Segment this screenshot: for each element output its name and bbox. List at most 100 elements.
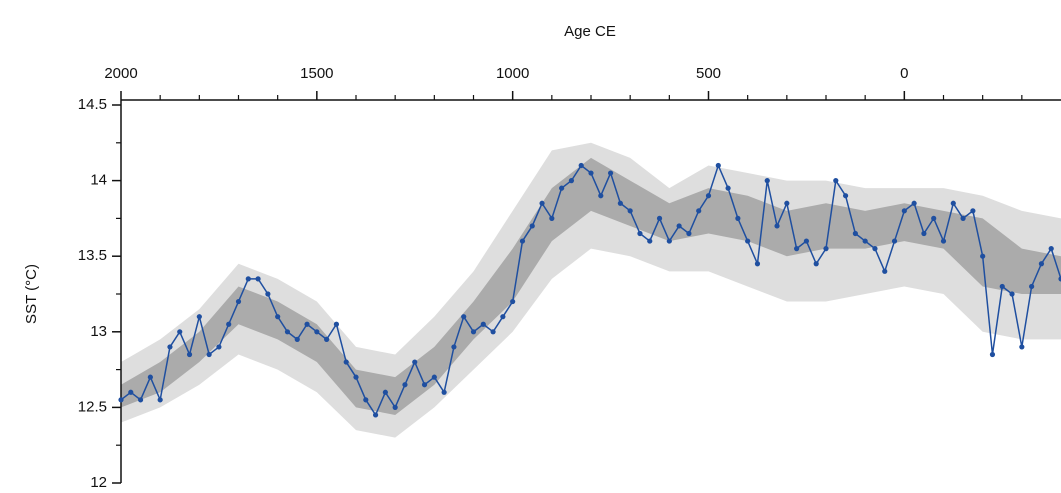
- sst-point: [627, 208, 633, 214]
- sst-point: [363, 397, 369, 403]
- sst-point: [666, 238, 672, 244]
- sst-point: [931, 215, 937, 221]
- sst-point: [598, 193, 604, 199]
- sst-point: [950, 200, 956, 206]
- sst-point: [578, 162, 584, 169]
- sst-point: [470, 329, 477, 335]
- y-tick-label: 12.5: [78, 398, 107, 415]
- sst-point: [568, 178, 575, 184]
- x-tick-label: 2000: [104, 65, 137, 82]
- sst-point: [421, 382, 428, 388]
- sst-point: [275, 314, 281, 320]
- sst-point: [196, 314, 202, 320]
- sst-point: [343, 359, 349, 365]
- x-tick-label: 0: [900, 65, 908, 82]
- y-tick-label: 12: [90, 474, 107, 491]
- sst-point: [304, 321, 310, 327]
- sst-point: [480, 321, 486, 327]
- sst-point: [412, 359, 418, 365]
- sst-point: [1038, 261, 1045, 267]
- sst-point: [656, 215, 663, 221]
- sst-point: [441, 389, 447, 395]
- sst-point: [147, 374, 153, 380]
- sst-point: [1048, 246, 1054, 252]
- sst-point: [431, 374, 437, 380]
- y-tick-label: 14.5: [78, 96, 107, 113]
- sst-point: [510, 298, 516, 305]
- sst-point: [539, 200, 545, 206]
- sst-point: [970, 208, 976, 214]
- sst-point: [901, 208, 907, 214]
- x-tick-label: 1000: [496, 65, 529, 82]
- sst-point: [833, 178, 839, 184]
- sst-point: [529, 223, 535, 229]
- sst-point: [686, 230, 692, 237]
- sst-point: [324, 336, 330, 342]
- sst-point: [255, 276, 261, 282]
- sst-point: [911, 200, 917, 206]
- sst-point: [676, 223, 682, 229]
- sst-point: [490, 329, 496, 335]
- sst-point: [617, 200, 623, 206]
- sst-point: [774, 223, 780, 229]
- sst-point: [588, 170, 594, 176]
- sst-point: [451, 344, 457, 350]
- sst-point: [186, 351, 193, 358]
- sst-point: [294, 336, 300, 342]
- y-tick-label: 13: [90, 323, 107, 340]
- sst-point: [245, 276, 251, 282]
- sst-point: [921, 230, 927, 237]
- sst-point: [705, 193, 712, 199]
- sst-point: [725, 185, 731, 191]
- sst-point: [118, 397, 124, 403]
- sst-point: [382, 389, 388, 395]
- y-tick-label: 13.5: [78, 247, 107, 264]
- sst-point: [549, 215, 555, 221]
- y-axis-title: SST (°C): [23, 264, 40, 324]
- sst-point: [1019, 344, 1025, 350]
- sst-point: [353, 374, 359, 380]
- sst-point: [128, 389, 134, 395]
- sst-point: [333, 321, 340, 327]
- sst-point: [823, 246, 829, 252]
- sst-point: [637, 230, 643, 237]
- x-tick-label: 500: [696, 65, 721, 82]
- sst-point: [647, 238, 653, 244]
- sst-point: [284, 329, 291, 335]
- sst-point: [402, 382, 408, 388]
- sst-point: [891, 238, 898, 244]
- sst-point: [519, 238, 526, 244]
- sst-point: [999, 283, 1005, 290]
- sst-point: [989, 351, 996, 358]
- sst-point: [754, 261, 761, 267]
- sst-point: [980, 253, 986, 259]
- sst-point: [872, 246, 878, 252]
- sst-point: [392, 404, 398, 410]
- y-tick-label: 14: [90, 172, 107, 189]
- x-tick-label: 1500: [300, 65, 333, 82]
- sst-point: [167, 344, 173, 350]
- sst-point: [862, 238, 868, 244]
- sst-point: [1058, 276, 1061, 282]
- sst-point: [784, 200, 790, 206]
- sst-point: [265, 291, 271, 297]
- sst-point: [372, 412, 379, 418]
- sst-point: [852, 230, 858, 237]
- sst-point: [314, 329, 320, 335]
- sst-point: [764, 178, 770, 184]
- sst-point: [216, 344, 222, 350]
- sst-point: [735, 215, 741, 221]
- sst-point: [206, 351, 212, 358]
- sst-point: [940, 238, 947, 244]
- sst-point: [500, 314, 506, 320]
- sst-point: [1029, 283, 1035, 290]
- sst-point: [607, 170, 614, 176]
- sst-point: [882, 268, 888, 274]
- sst-point: [461, 314, 467, 320]
- sst-point: [235, 298, 242, 305]
- sst-point: [696, 208, 702, 214]
- sst-point: [842, 193, 849, 199]
- sst-point: [226, 321, 232, 327]
